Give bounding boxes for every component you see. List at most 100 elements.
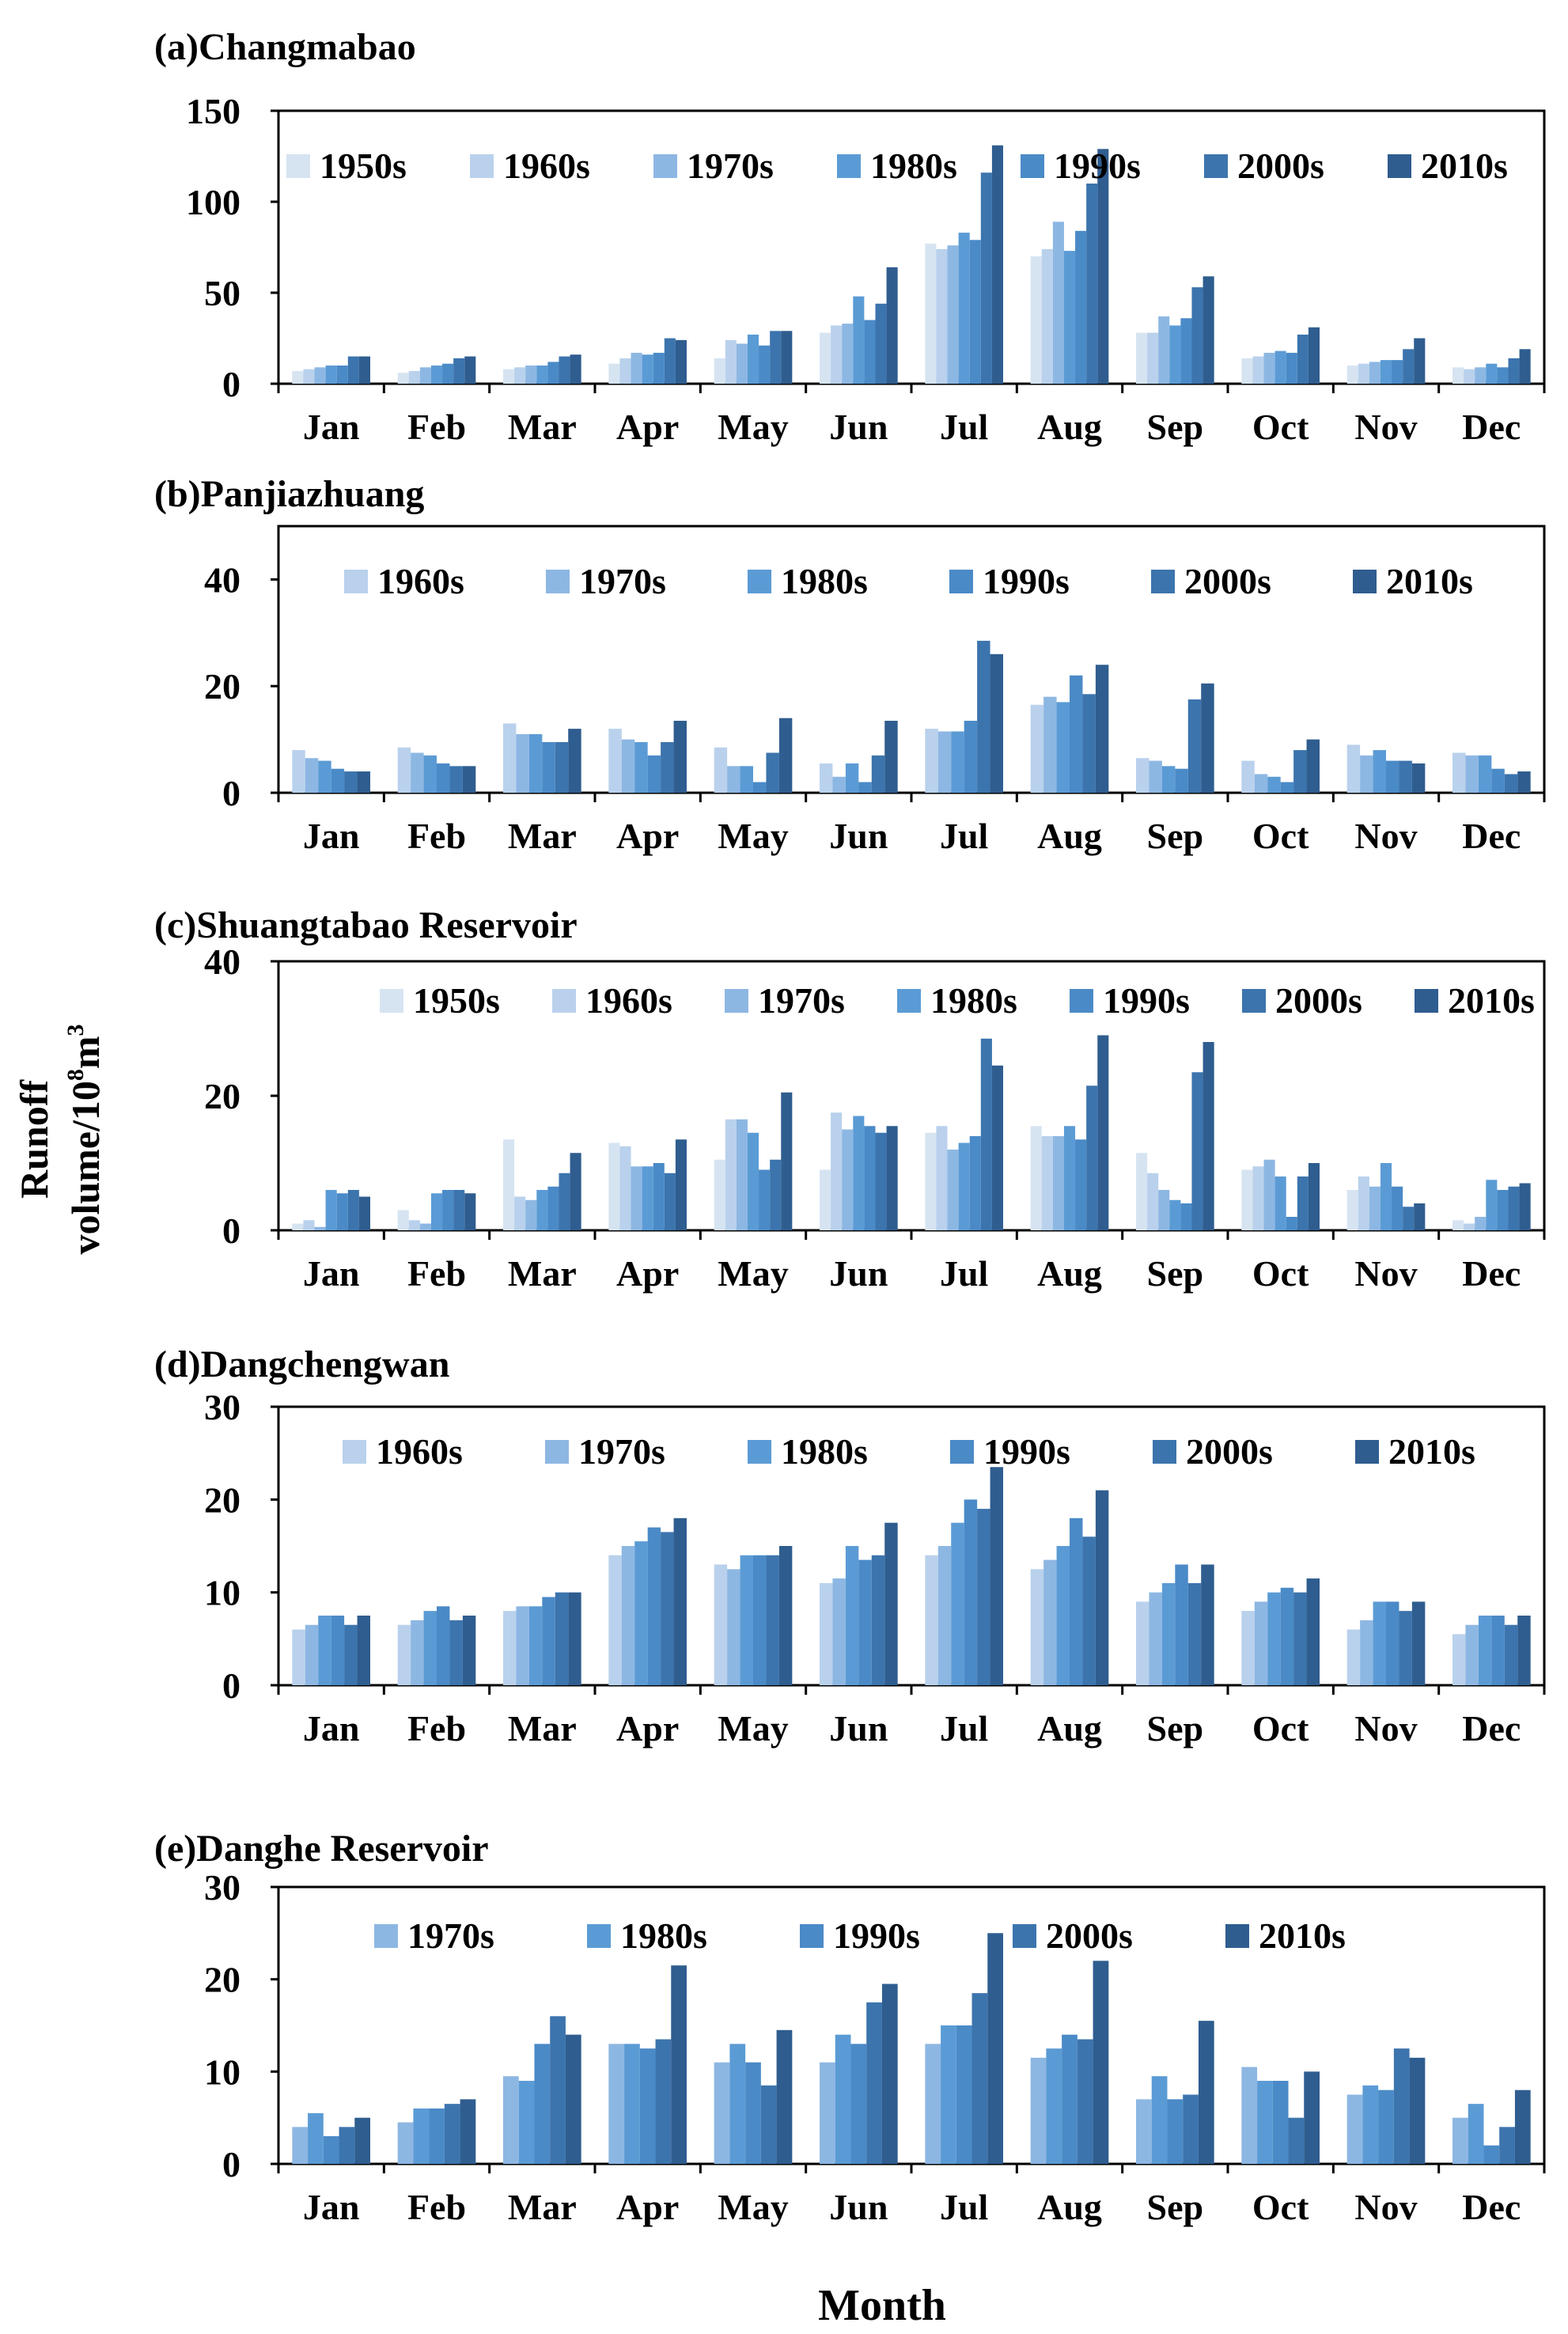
x-tick-label: Mar bbox=[508, 2187, 577, 2227]
bar-1980s-dec bbox=[1486, 1180, 1498, 1230]
bar-2000s-jun bbox=[875, 1132, 887, 1230]
bar-2000s-feb bbox=[444, 2104, 460, 2164]
bar-1990s-apr bbox=[653, 1163, 665, 1230]
bar-1970s-sep bbox=[1149, 760, 1162, 793]
legend-swatch bbox=[748, 570, 771, 593]
bar-1970s-nov bbox=[1346, 2094, 1363, 2164]
bar-1950s-nov bbox=[1346, 1190, 1358, 1230]
legend-swatch bbox=[1242, 989, 1266, 1013]
bar-2010s-jan bbox=[357, 771, 370, 793]
legend-label: 2000s bbox=[1046, 1915, 1133, 1956]
bar-2000s-mar bbox=[555, 1592, 569, 1685]
bar-1980s-jul bbox=[951, 731, 964, 793]
bar-1990s-nov bbox=[1386, 1601, 1399, 1685]
bar-1990s-dec bbox=[1491, 768, 1505, 793]
x-tick-label: Feb bbox=[407, 816, 466, 856]
bar-2010s-feb bbox=[464, 356, 476, 384]
bar-2010s-jun bbox=[884, 1522, 898, 1685]
bar-2000s-oct bbox=[1297, 334, 1309, 384]
bar-1990s-feb bbox=[437, 763, 450, 793]
legend-label: 1980s bbox=[930, 980, 1017, 1021]
bar-2000s-nov bbox=[1403, 349, 1415, 384]
bar-1960s-sep bbox=[1136, 758, 1149, 793]
bar-1960s-aug bbox=[1030, 704, 1044, 793]
bar-2010s-feb bbox=[460, 2099, 476, 2164]
bar-1990s-oct bbox=[1280, 782, 1294, 793]
bar-2000s-sep bbox=[1187, 1582, 1202, 1685]
legend-label: 2010s bbox=[1259, 1915, 1346, 1956]
x-tick-label: Apr bbox=[616, 816, 679, 856]
bar-1950s-dec bbox=[1452, 1220, 1464, 1230]
bar-1980s-feb bbox=[413, 2109, 430, 2164]
x-tick-label: Oct bbox=[1252, 1708, 1309, 1749]
bar-1980s-apr bbox=[642, 354, 653, 384]
legend-swatch bbox=[748, 1440, 771, 1464]
bar-2010s-oct bbox=[1304, 2071, 1320, 2164]
y-tick-label: 20 bbox=[204, 1960, 241, 2000]
bar-2010s-oct bbox=[1308, 327, 1320, 384]
chart-title: (d)Dangchengwan bbox=[154, 1343, 449, 1385]
x-tick-label: Jan bbox=[303, 2187, 360, 2227]
bar-1990s-sep bbox=[1175, 768, 1188, 793]
bar-1950s-oct bbox=[1241, 358, 1253, 384]
x-tick-label: May bbox=[718, 816, 788, 856]
y-tick-label: 10 bbox=[204, 1573, 241, 1613]
bar-2000s-nov bbox=[1403, 1207, 1415, 1230]
bar-1990s-jun bbox=[850, 2044, 867, 2164]
bar-1980s-aug bbox=[1063, 251, 1076, 384]
bar-1960s-apr bbox=[608, 1555, 622, 1685]
bar-2000s-apr bbox=[655, 2039, 672, 2164]
bar-1990s-apr bbox=[647, 755, 661, 793]
bar-1960s-feb bbox=[408, 1220, 420, 1230]
legend-label: 2000s bbox=[1186, 1431, 1273, 1472]
bar-1960s-may bbox=[725, 339, 737, 384]
bar-1960s-mar bbox=[503, 723, 517, 793]
bar-2000s-jul bbox=[977, 640, 990, 793]
legend-label: 1960s bbox=[376, 1431, 463, 1472]
y-tick-label: 20 bbox=[204, 1076, 241, 1116]
bar-2000s-sep bbox=[1191, 287, 1203, 384]
bar-1950s-aug bbox=[1030, 256, 1042, 384]
bar-1950s-sep bbox=[1136, 1153, 1148, 1230]
bar-1970s-jul bbox=[937, 1546, 952, 1685]
legend-label: 2010s bbox=[1448, 980, 1535, 1021]
bar-1970s-feb bbox=[419, 367, 431, 384]
bar-1960s-mar bbox=[514, 367, 526, 384]
bar-1990s-sep bbox=[1167, 2099, 1184, 2164]
bar-2000s-may bbox=[760, 2085, 777, 2164]
bar-1980s-mar bbox=[536, 1190, 548, 1230]
bar-1960s-aug bbox=[1041, 1136, 1053, 1230]
bar-1990s-jun bbox=[864, 320, 876, 384]
bar-2010s-dec bbox=[1519, 1183, 1531, 1230]
bar-1980s-aug bbox=[1046, 2048, 1062, 2164]
bar-1990s-dec bbox=[1497, 1190, 1509, 1230]
x-tick-label: May bbox=[718, 1253, 788, 1294]
bar-2000s-apr bbox=[664, 338, 676, 384]
legend-swatch bbox=[546, 570, 570, 593]
bar-1960s-may bbox=[714, 747, 728, 793]
bar-1960s-nov bbox=[1346, 745, 1361, 793]
bar-1980s-sep bbox=[1169, 325, 1181, 384]
bar-1980s-feb bbox=[430, 1193, 443, 1230]
bar-1980s-oct bbox=[1257, 2081, 1273, 2164]
bar-1980s-may bbox=[740, 1555, 753, 1685]
bar-1970s-may bbox=[727, 1569, 740, 1685]
bar-1970s-sep bbox=[1158, 316, 1170, 384]
bar-2000s-jan bbox=[344, 1624, 358, 1685]
chart-title: (b)Panjiazhuang bbox=[154, 473, 424, 515]
bar-1980s-apr bbox=[642, 1166, 653, 1230]
bar-2010s-oct bbox=[1306, 739, 1320, 793]
bar-2010s-mar bbox=[570, 354, 581, 384]
bar-1990s-jul bbox=[969, 1136, 981, 1230]
x-tick-label: Aug bbox=[1037, 2187, 1102, 2227]
bar-2010s-feb bbox=[462, 766, 476, 793]
bar-1980s-sep bbox=[1161, 1582, 1176, 1685]
bar-1990s-apr bbox=[653, 352, 665, 384]
x-tick-label: Dec bbox=[1462, 2187, 1521, 2227]
bar-1970s-may bbox=[736, 343, 748, 384]
bar-1980s-aug bbox=[1056, 702, 1070, 793]
bar-2010s-jul bbox=[987, 1933, 1003, 2164]
bar-1990s-mar bbox=[547, 362, 559, 384]
bar-2010s-mar bbox=[568, 729, 581, 793]
bar-1970s-jul bbox=[947, 1150, 959, 1230]
